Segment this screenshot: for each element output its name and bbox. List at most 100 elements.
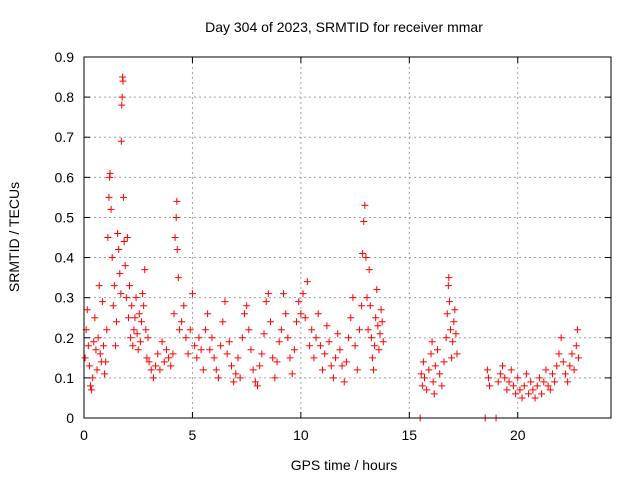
data-point: [555, 350, 563, 358]
data-point: [171, 234, 179, 241]
y-tick-label: 0.5: [55, 209, 75, 225]
data-point: [249, 366, 257, 374]
y-tick-label: 0.8: [55, 89, 75, 105]
data-point: [236, 374, 244, 382]
data-point: [89, 374, 97, 382]
data-point: [308, 326, 316, 334]
x-tick-labels: 0 5 10 15 20: [80, 427, 526, 443]
data-point: [329, 374, 337, 382]
data-point: [342, 358, 350, 366]
data-point: [108, 254, 116, 262]
data-point: [154, 350, 162, 358]
data-point: [223, 350, 231, 358]
data-point: [120, 238, 128, 246]
data-point: [548, 370, 556, 378]
data-point: [100, 342, 108, 350]
data-point: [277, 326, 285, 334]
data-point: [371, 342, 379, 350]
data-point: [122, 294, 130, 302]
data-point: [83, 306, 91, 314]
data-point: [445, 274, 453, 282]
data-point: [170, 310, 178, 318]
data-point: [81, 354, 89, 362]
data-point: [570, 366, 578, 374]
data-point: [186, 326, 194, 334]
data-point: [124, 314, 132, 322]
data-point: [293, 318, 301, 326]
data-point: [141, 266, 149, 274]
data-point: [494, 378, 502, 386]
data-point: [123, 234, 131, 241]
y-tick-label: 0.4: [55, 250, 75, 266]
data-point: [95, 282, 103, 290]
data-point: [574, 354, 582, 362]
data-point: [509, 382, 517, 390]
data-point: [453, 350, 461, 358]
data-point: [210, 354, 218, 362]
plot-frame: [83, 56, 612, 419]
data-point: [564, 378, 572, 386]
data-point: [118, 101, 126, 109]
data-point: [496, 370, 504, 378]
data-point: [533, 382, 541, 390]
data-point: [364, 326, 372, 334]
data-point: [92, 346, 100, 354]
data-point: [501, 374, 509, 382]
data-point: [251, 378, 259, 386]
data-point: [178, 318, 186, 326]
data-point: [243, 302, 251, 310]
data-point: [522, 370, 530, 378]
data-point: [142, 326, 150, 334]
data-point: [267, 318, 275, 326]
data-point: [135, 310, 143, 318]
data-point: [94, 334, 102, 342]
data-point: [191, 342, 199, 350]
data-point: [147, 366, 155, 374]
data-point: [131, 314, 139, 322]
data-point: [145, 358, 153, 366]
x-tick-label: 20: [510, 427, 526, 443]
data-point: [419, 358, 427, 366]
y-tick-label: 0.9: [55, 49, 75, 65]
data-point: [525, 390, 533, 398]
data-point: [514, 374, 522, 382]
data-point: [340, 378, 348, 386]
data-point: [87, 382, 95, 390]
data-point: [165, 354, 173, 362]
data-point: [434, 346, 442, 354]
data-point: [442, 334, 450, 342]
data-point: [201, 326, 209, 334]
data-point: [557, 334, 565, 342]
data-point: [512, 390, 520, 398]
data-point: [162, 346, 170, 354]
data-point: [256, 362, 264, 370]
data-point: [195, 334, 203, 342]
data-point: [425, 366, 433, 374]
data-point: [84, 342, 92, 350]
data-point: [323, 322, 331, 330]
data-point: [245, 326, 253, 334]
data-point: [429, 378, 437, 386]
data-point: [149, 374, 157, 382]
data-point: [325, 338, 333, 346]
data-point: [505, 378, 513, 386]
data-point: [260, 330, 268, 338]
data-point: [280, 290, 288, 298]
data-point: [204, 310, 212, 318]
data-point: [119, 77, 127, 85]
data-point: [566, 362, 574, 370]
data-point: [188, 290, 196, 298]
data-point: [143, 354, 151, 362]
data-point: [101, 370, 109, 378]
x-axis-label: GPS time / hours: [291, 457, 398, 473]
data-point: [212, 366, 220, 374]
data-point: [561, 370, 569, 378]
data-point: [111, 342, 119, 350]
data-point: [484, 374, 492, 382]
data-point: [238, 334, 246, 342]
data-point: [361, 201, 369, 209]
data-point: [359, 250, 367, 258]
data-point: [376, 330, 384, 338]
y-tick-label: 0.3: [55, 290, 75, 306]
data-point: [273, 358, 281, 366]
